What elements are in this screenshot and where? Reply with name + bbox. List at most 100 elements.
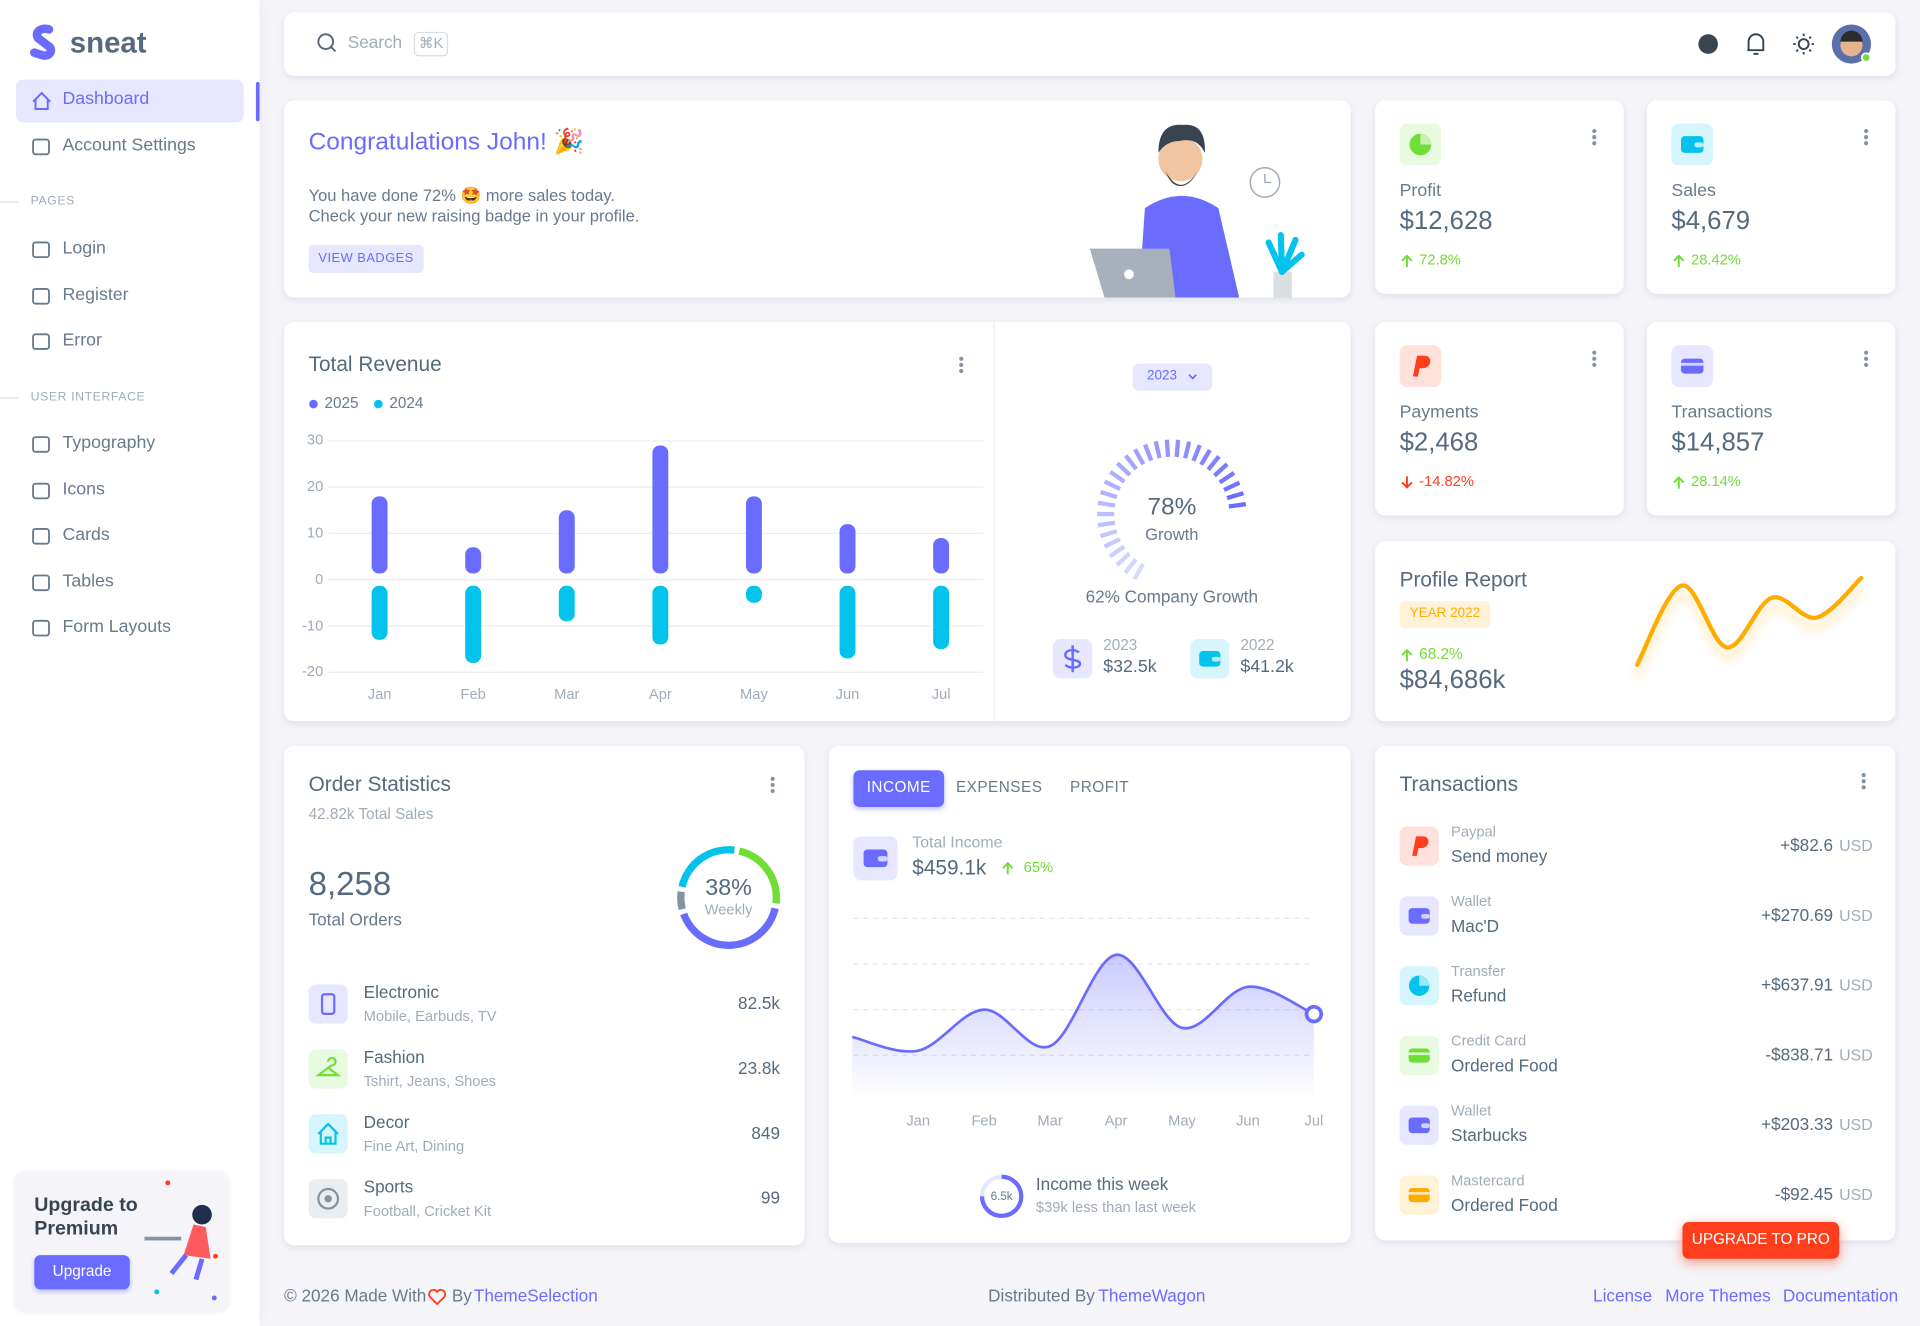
view-badges-button[interactable] — [308, 244, 424, 274]
menu-item[interactable]: Login — [62, 238, 106, 259]
stat-change: -14.82% — [1419, 473, 1474, 491]
menu-item[interactable]: Form Layouts — [62, 617, 172, 637]
bar — [558, 510, 575, 574]
income-label: Total Income — [912, 832, 1003, 851]
x-tick-label: Jan — [906, 1112, 931, 1130]
sun-ray — [1795, 49, 1799, 53]
radial-tick — [1115, 461, 1132, 477]
upgrade-button[interactable] — [34, 1255, 130, 1290]
upgrade-pro-label[interactable]: UPGRADE TO PRO — [1691, 1230, 1830, 1248]
upgrade-pro-button[interactable] — [1682, 1222, 1840, 1259]
radial-tick — [1213, 462, 1229, 478]
icon — [1408, 1188, 1430, 1203]
footer-link[interactable]: ThemeWagon — [1098, 1286, 1206, 1306]
confetti — [213, 1253, 218, 1259]
menu-item[interactable]: Account Settings — [62, 135, 196, 156]
footer-link[interactable]: Documentation — [1782, 1286, 1899, 1306]
x-tick-label: May — [1168, 1112, 1196, 1130]
y-tick-label: 20 — [306, 477, 324, 495]
radial-tick — [1223, 480, 1241, 492]
trend-arrow — [1673, 476, 1685, 489]
donut-center: 38% — [705, 874, 752, 901]
illustration — [1273, 271, 1292, 298]
card-title: Total Revenue — [308, 352, 442, 376]
income-tab-active[interactable] — [853, 770, 945, 807]
button-label[interactable]: VIEW BADGES — [318, 251, 414, 266]
more-dot — [770, 788, 775, 794]
donut-segment — [680, 907, 779, 949]
upgrade-button-label[interactable]: Upgrade — [52, 1262, 112, 1280]
illustration — [144, 1236, 182, 1241]
confetti — [211, 1295, 217, 1301]
menu-item[interactable]: Dashboard — [62, 89, 150, 109]
bar — [465, 547, 482, 574]
year-button[interactable] — [1132, 363, 1213, 391]
search-icon — [329, 45, 337, 53]
menu-item[interactable]: Tables — [62, 571, 114, 591]
more-dot — [1592, 128, 1597, 134]
stat-value: $12,628 — [1399, 207, 1493, 236]
bar — [558, 585, 575, 622]
more-dot — [1864, 350, 1869, 355]
order-card — [284, 745, 805, 1246]
sun-ray — [1808, 49, 1812, 53]
transaction-currency: USD — [1839, 836, 1873, 855]
menu-item[interactable]: Icons — [62, 479, 105, 499]
icon — [317, 1122, 339, 1145]
tab[interactable]: INCOME — [866, 778, 931, 797]
stat-change: 28.42% — [1691, 251, 1741, 269]
menu-icon — [32, 91, 51, 110]
week-ring-label: 6.5k — [990, 1189, 1013, 1204]
menu-heading: USER INTERFACE — [30, 390, 146, 404]
footer-text: By — [451, 1286, 472, 1306]
tab[interactable]: EXPENSES — [955, 778, 1043, 797]
stat-label: Payments — [1399, 402, 1479, 423]
stat-change: 28.14% — [1691, 473, 1741, 491]
y-tick-label: -20 — [302, 662, 324, 681]
menu-item[interactable]: Error — [62, 330, 102, 351]
donut-segment — [738, 847, 780, 904]
more-dot — [1592, 135, 1597, 140]
menu-item[interactable]: Typography — [62, 433, 156, 454]
illustration — [1264, 173, 1272, 184]
icon — [320, 993, 336, 1015]
more-dot — [1864, 141, 1869, 146]
bar — [465, 585, 482, 663]
menu-item[interactable]: Cards — [62, 525, 110, 545]
footer-link[interactable]: More Themes — [1665, 1286, 1771, 1306]
stat-label: Profit — [1399, 181, 1442, 201]
donut-segment — [677, 891, 686, 910]
footer-text: Distributed By — [988, 1286, 1095, 1306]
footer-link[interactable]: License — [1593, 1286, 1653, 1306]
footer-text: © 2026 Made With — [284, 1286, 427, 1306]
illustration — [1165, 171, 1198, 187]
bar — [839, 585, 856, 659]
year-button-label[interactable]: 2023 — [1147, 368, 1178, 384]
item-desc: Tshirt, Jeans, Shoes — [363, 1073, 496, 1091]
more-dot — [1864, 356, 1869, 361]
footer-link[interactable]: ThemeSelection — [473, 1286, 598, 1306]
icon-box — [308, 1114, 348, 1154]
transaction-method: Credit Card — [1451, 1032, 1527, 1050]
icon-box — [308, 984, 348, 1024]
stat-label: Transactions — [1671, 402, 1773, 423]
more-dot — [1861, 773, 1866, 778]
menu-icon — [32, 138, 50, 156]
menu-icon — [32, 528, 50, 545]
radial-tick — [1218, 471, 1236, 485]
icon — [1419, 975, 1430, 986]
bar — [839, 524, 856, 574]
menu-item[interactable]: Register — [62, 285, 129, 305]
tab[interactable]: PROFIT — [1070, 778, 1130, 797]
radial-tick — [1174, 439, 1181, 458]
icon — [1681, 362, 1704, 366]
bar — [652, 445, 669, 574]
search-placeholder[interactable]: Search — [347, 32, 403, 52]
income-value: $459.1k — [912, 855, 987, 879]
legend-dot — [374, 399, 383, 409]
stat-change: 72.8% — [1419, 251, 1461, 269]
item-value: 23.8k — [738, 1058, 780, 1078]
y-tick-label: -10 — [302, 616, 324, 634]
radial-tick — [1199, 448, 1212, 466]
